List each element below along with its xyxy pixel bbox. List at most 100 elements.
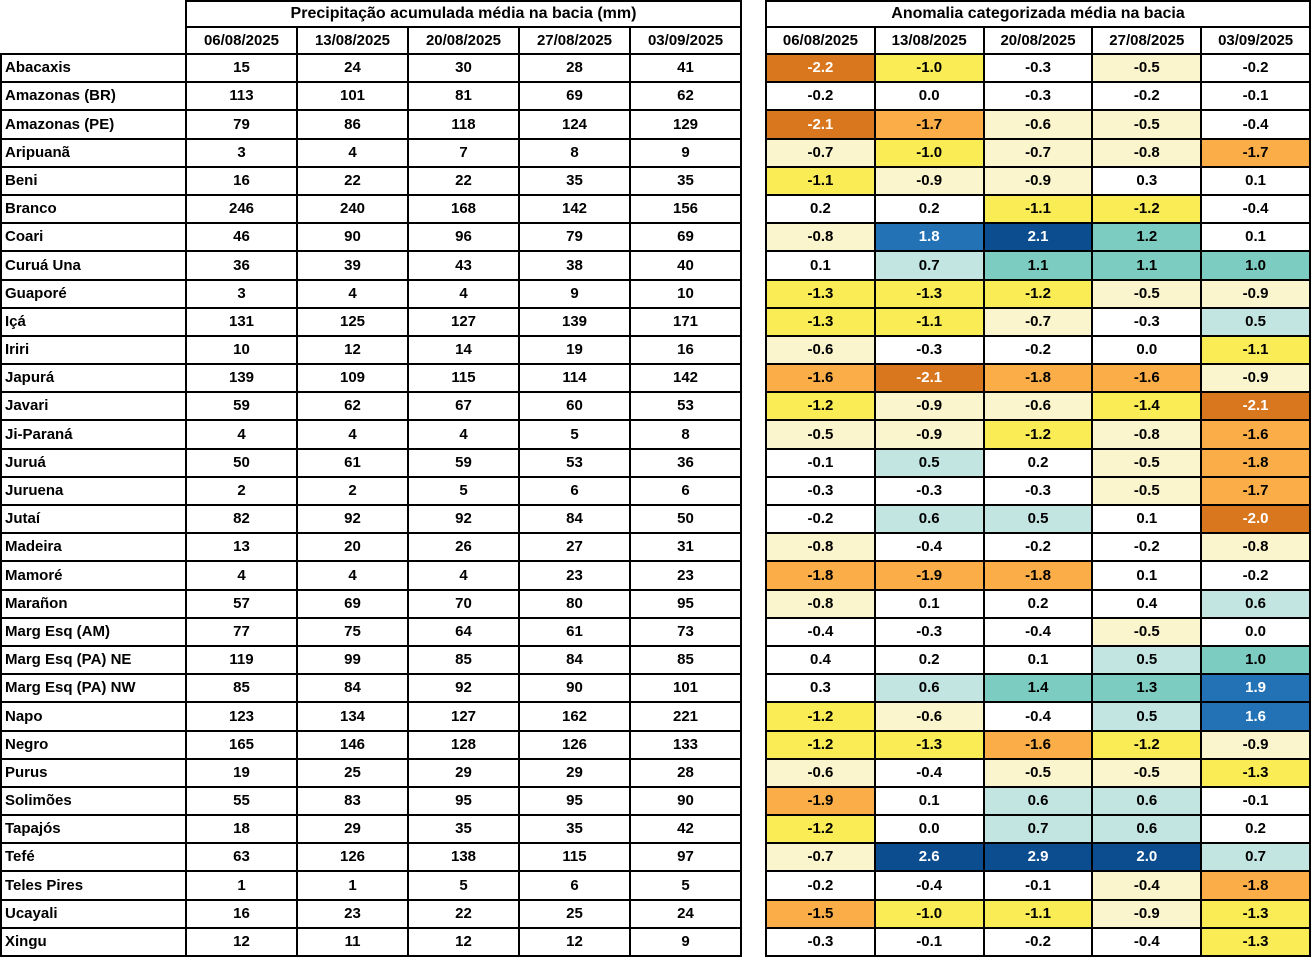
anomaly-table-row: -1.9 0.1 0.6 0.6 -0.1	[765, 785, 1311, 817]
precip-cell: 126	[518, 729, 631, 760]
anomaly-cell: -1.4	[1091, 391, 1203, 422]
anomaly-cell: 0.0	[873, 81, 985, 112]
anomaly-cell: -0.7	[982, 137, 1094, 168]
anomaly-cell: -1.2	[765, 391, 876, 422]
basin-label: Napo	[0, 701, 187, 732]
anomaly-cell: -0.2	[982, 334, 1094, 366]
anomaly-cell: -0.4	[982, 701, 1094, 732]
precip-cell: 246	[185, 193, 298, 225]
anomaly-cell: -1.3	[873, 729, 985, 760]
anomaly-cell: 2.1	[982, 222, 1094, 253]
precip-table-row: Juruena 2 2 5 6 6	[0, 475, 743, 507]
anomaly-cell: 0.1	[1091, 503, 1203, 535]
anomaly-cell: -0.3	[982, 475, 1094, 507]
precip-cell: 86	[296, 109, 409, 140]
anomaly-table-row: 0.4 0.2 0.1 0.5 1.0	[765, 644, 1311, 676]
anomaly-table-row: -2.1 -1.7 -0.6 -0.5 -0.4	[765, 109, 1311, 140]
precip-cell: 5	[407, 870, 520, 901]
precip-table-row: Marg Esq (AM) 77 75 64 61 73	[0, 616, 743, 647]
anomaly-cell: -2.1	[765, 109, 876, 140]
precip-cell: 8	[628, 419, 743, 450]
precip-cell: 85	[628, 644, 743, 676]
anomaly-cell: 0.0	[1200, 616, 1311, 647]
precip-cell: 124	[518, 109, 631, 140]
anomaly-cell: -1.6	[1200, 419, 1311, 450]
precip-table-row: Aripuanã 3 4 7 8 9	[0, 137, 743, 168]
anomaly-cell: -1.8	[1200, 870, 1311, 901]
anomaly-cell: -0.9	[982, 165, 1094, 196]
anomaly-table-row: 0.3 0.6 1.4 1.3 1.9	[765, 673, 1311, 704]
precip-cell: 35	[628, 165, 743, 196]
anomaly-cell: -0.5	[1091, 447, 1203, 478]
precip-table-row: Marg Esq (PA) NE 119 99 85 84 85	[0, 644, 743, 676]
anomaly-cell: 0.3	[1091, 165, 1203, 196]
precip-cell: 1	[296, 870, 409, 901]
anomaly-cell: -0.8	[1091, 137, 1203, 168]
precip-cell: 69	[628, 222, 743, 253]
anomaly-cell: -1.2	[765, 701, 876, 732]
precip-cell: 69	[296, 588, 409, 619]
basin-label: Amazonas (PE)	[0, 109, 187, 140]
precip-cell: 59	[185, 391, 298, 422]
anomaly-table-row: -1.6 -2.1 -1.8 -1.6 -0.9	[765, 363, 1311, 394]
precip-cell: 4	[296, 137, 409, 168]
anomaly-cell: -1.3	[1200, 757, 1311, 788]
precip-cell: 22	[407, 898, 520, 929]
anomaly-table-row: 0.1 0.7 1.1 1.1 1.0	[765, 250, 1311, 281]
precip-cell: 125	[296, 306, 409, 337]
precip-cell: 35	[518, 814, 631, 845]
precip-cell: 4	[185, 419, 298, 450]
anomaly-cell: -0.3	[873, 334, 985, 366]
anomaly-cell: -0.8	[1091, 419, 1203, 450]
anomaly-cell: 0.5	[1091, 701, 1203, 732]
anomaly-table-row: -0.4 -0.3 -0.4 -0.5 0.0	[765, 616, 1311, 647]
precip-cell: 22	[407, 165, 520, 196]
anomaly-cell: 0.3	[765, 673, 876, 704]
anomaly-cell: 0.1	[982, 644, 1094, 676]
precip-cell: 156	[628, 193, 743, 225]
anomaly-cell: -0.2	[1200, 560, 1311, 591]
date-header: 03/09/2025	[628, 26, 743, 55]
anomaly-table-row: -0.5 -0.9 -1.2 -0.8 -1.6	[765, 419, 1311, 450]
precip-cell: 69	[518, 81, 631, 112]
anomaly-cell: -0.6	[765, 757, 876, 788]
precip-cell: 90	[296, 222, 409, 253]
precip-cell: 9	[628, 926, 743, 958]
precip-cell: 8	[518, 137, 631, 168]
precip-cell: 3	[185, 278, 298, 309]
precip-cell: 29	[407, 757, 520, 788]
precip-cell: 4	[296, 419, 409, 450]
precip-table-row: Xingu 12 11 12 12 9	[0, 926, 743, 958]
precip-cell: 24	[628, 898, 743, 929]
anomaly-cell: -0.9	[1200, 278, 1311, 309]
precip-cell: 40	[628, 250, 743, 281]
precip-table-row: Guaporé 3 4 4 9 10	[0, 278, 743, 309]
precip-cell: 139	[185, 363, 298, 394]
precip-cell: 101	[296, 81, 409, 112]
anomaly-cell: -0.4	[873, 870, 985, 901]
date-header: 06/08/2025	[185, 26, 298, 55]
precip-cell: 36	[628, 447, 743, 478]
basin-label: Guaporé	[0, 278, 187, 309]
anomaly-cell: -0.1	[873, 926, 985, 958]
anomaly-cell: 0.7	[982, 814, 1094, 845]
anomaly-table-row: -1.8 -1.9 -1.8 0.1 -0.2	[765, 560, 1311, 591]
precip-cell: 162	[518, 701, 631, 732]
precip-cell: 4	[407, 419, 520, 450]
anomaly-table-row: -2.2 -1.0 -0.3 -0.5 -0.2	[765, 52, 1311, 84]
precip-cell: 126	[296, 842, 409, 873]
precip-cell: 131	[185, 306, 298, 337]
precip-cell: 95	[407, 785, 520, 817]
precip-table-row: Amazonas (PE) 79 86 118 124 129	[0, 109, 743, 140]
anomaly-cell: -0.9	[1200, 729, 1311, 760]
anomaly-cell: -0.3	[765, 926, 876, 958]
basin-label: Purus	[0, 757, 187, 788]
anomaly-cell: -0.7	[765, 137, 876, 168]
precip-cell: 240	[296, 193, 409, 225]
precip-cell: 81	[407, 81, 520, 112]
precip-cell: 60	[518, 391, 631, 422]
anomaly-cell: -1.2	[1091, 193, 1203, 225]
anomaly-cell: -1.1	[873, 306, 985, 337]
precip-table-row: Madeira 13 20 26 27 31	[0, 532, 743, 563]
anomaly-cell: -0.8	[1200, 532, 1311, 563]
